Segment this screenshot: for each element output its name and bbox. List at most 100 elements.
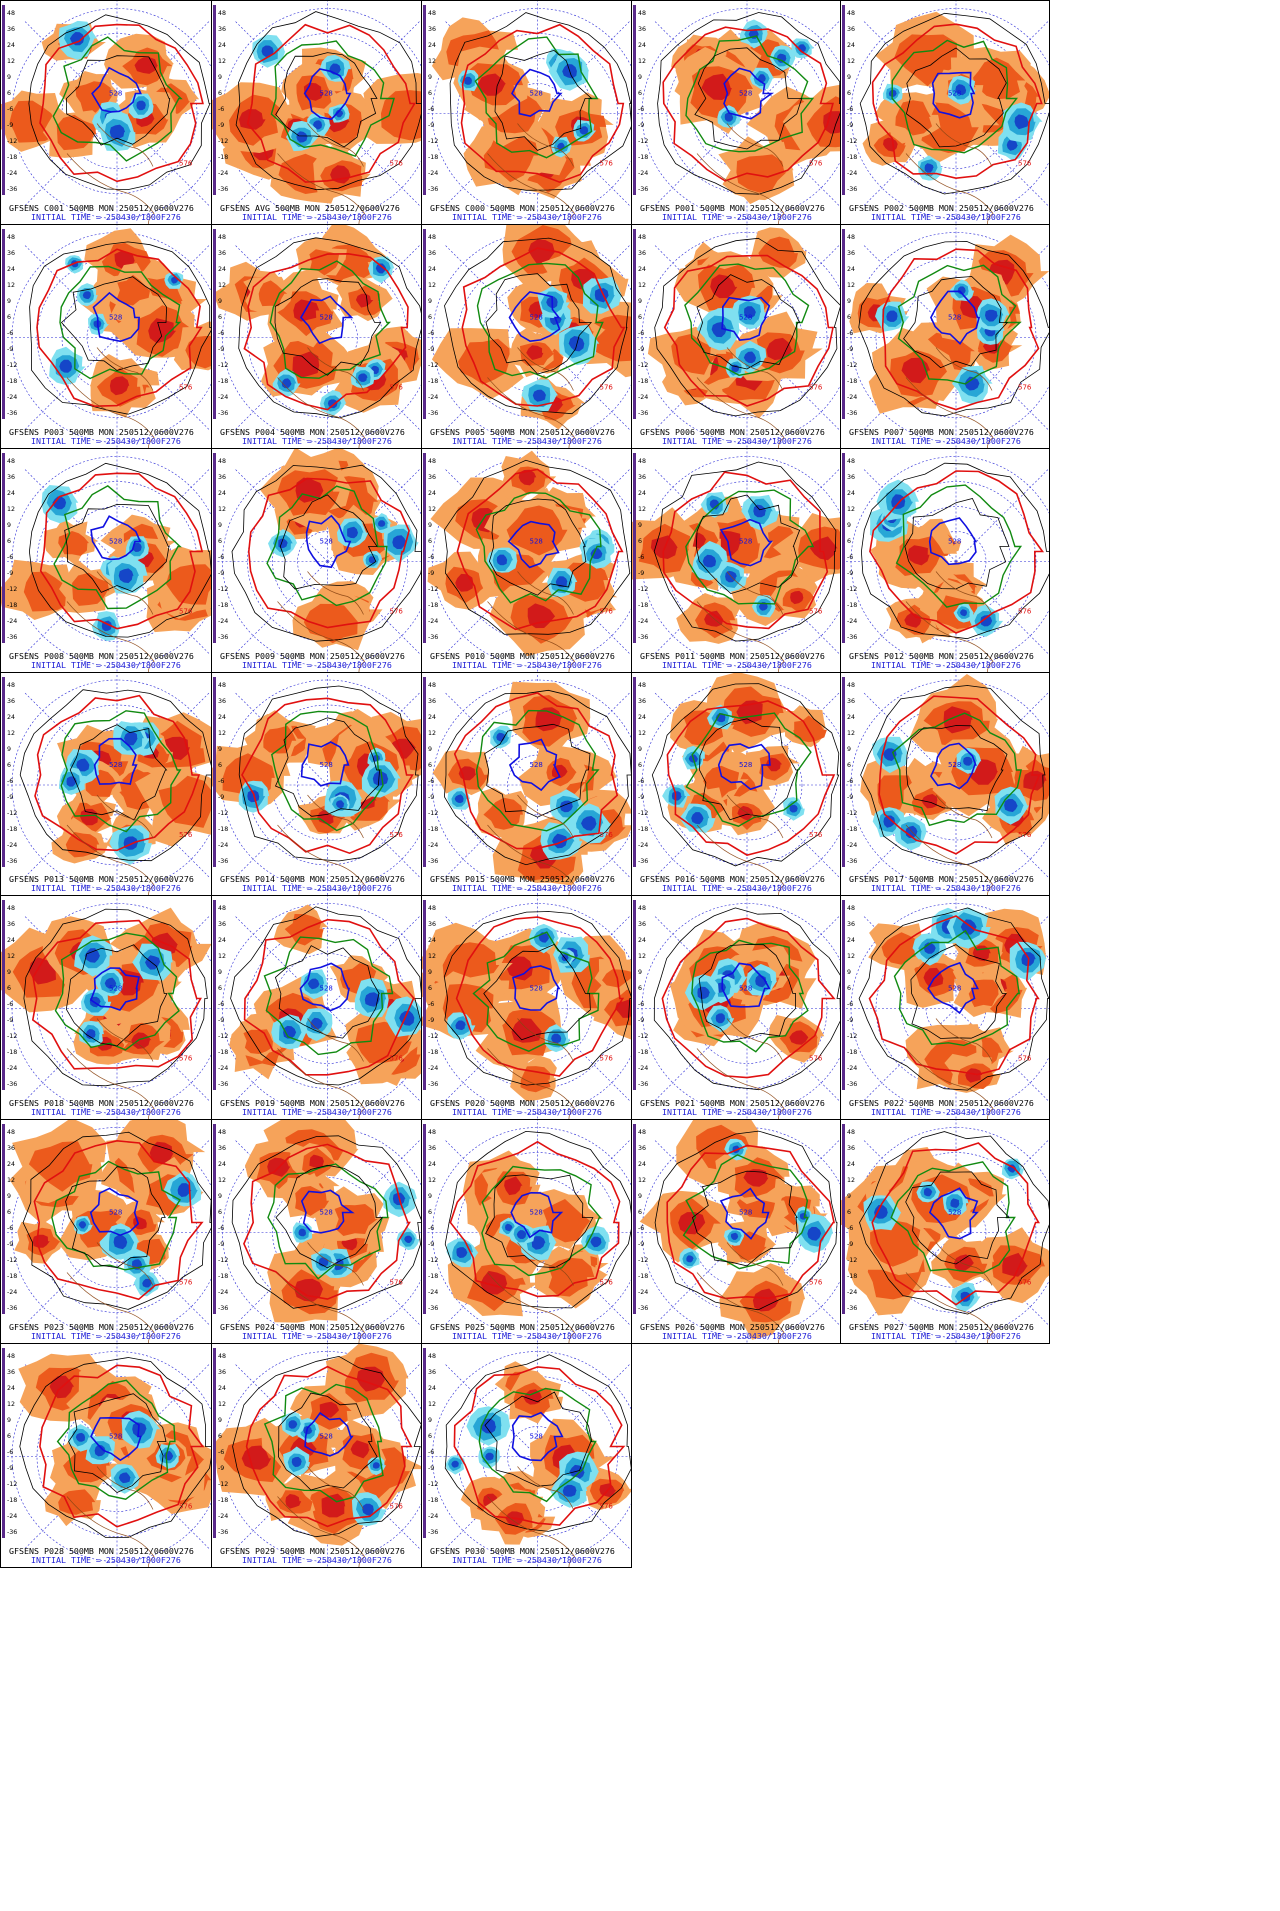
colorbar-tick-label: -6 <box>638 554 644 561</box>
height-contours <box>858 241 1049 417</box>
height-anomaly-map: 576 528 48 36 24 12 9 6 -6 -9 -12 -18 -24 -36 <box>632 673 840 895</box>
colorbar-tick-label: 24 <box>218 42 226 49</box>
colorbar-tick-label: -9 <box>7 1241 13 1248</box>
colorbar-tick-label: 9 <box>847 74 851 81</box>
colorbar-tick-label: -6 <box>218 1449 224 1456</box>
colorbar-tick-label: 48 <box>428 234 436 241</box>
colorbar: 48 36 24 12 9 6 -6 -9 -12 -18 -24 -36 <box>2 900 17 1090</box>
colorbar-tick-label: -18 <box>847 602 857 609</box>
colorbar-tick-label: -12 <box>428 138 438 145</box>
coastlines <box>66 571 155 672</box>
colorbar-tick-label: 24 <box>7 714 15 721</box>
colorbar-tick-label: 9 <box>638 746 642 753</box>
colorbar-tick-label: -36 <box>7 634 17 641</box>
contour-label: 576 <box>809 384 823 392</box>
colorbar-tick-label: -24 <box>847 842 857 849</box>
colorbar-tick-label: -24 <box>218 394 228 401</box>
colorbar-tick-label: -18 <box>847 1273 857 1280</box>
ensemble-member-panel: 576 528 48 36 24 12 9 6 -6 -9 -12 -18 -24 -36 GFSENS P… <box>0 448 212 673</box>
height-anomaly-map: 576 528 48 36 24 12 9 6 -6 -9 -12 -18 -24 -36 <box>1 225 211 448</box>
colorbar-tick-label: 12 <box>7 1401 15 1408</box>
contour-label: 576 <box>809 608 823 616</box>
colorbar-tick-label: -36 <box>847 634 857 641</box>
colorbar-tick-label: 48 <box>218 10 226 17</box>
contour-label: 528 <box>948 1209 961 1217</box>
colorbar-tick-label: -18 <box>7 378 17 385</box>
coastlines <box>277 571 365 672</box>
colorbar-tick-label: -18 <box>218 826 228 833</box>
colorbar-tick-label: 12 <box>428 1401 436 1408</box>
colorbar-tick-label: 48 <box>428 1129 436 1136</box>
colorbar-tick-label: -9 <box>7 794 13 801</box>
coastlines <box>487 794 575 895</box>
coastlines <box>487 1242 575 1343</box>
colorbar-tick-label: 12 <box>638 1177 646 1184</box>
colorbar-tick-label: 48 <box>428 1353 436 1360</box>
height-contours <box>230 906 421 1086</box>
contour-label: 576 <box>390 608 404 616</box>
contour-label: 576 <box>179 831 193 839</box>
colorbar-tick-label: 9 <box>428 1193 432 1200</box>
panel-caption: GFSENS P022 500MB MON 250512/0600V276 <box>849 1098 1034 1108</box>
colorbar-tick-label: 36 <box>638 26 646 33</box>
height-contours <box>653 461 837 642</box>
colorbar-tick-label: -12 <box>7 1481 17 1488</box>
colorbar-tick-label: -18 <box>218 1497 228 1504</box>
colorbar: 48 36 24 12 9 6 -6 -9 -12 -18 -24 -36 <box>213 229 228 419</box>
colorbar-tick-label: -24 <box>218 1513 228 1520</box>
colorbar: 48 36 24 12 9 6 -6 -9 -12 -18 -24 -36 <box>423 1348 438 1538</box>
colorbar-tick-label: -36 <box>638 634 648 641</box>
contour-label: 576 <box>1018 160 1032 168</box>
colorbar-tick-label: -36 <box>218 858 228 865</box>
positive-anomaly-shading <box>215 1344 421 1546</box>
panel-initial-time: INITIAL TIME = 250430/1800F276 <box>31 660 181 670</box>
colorbar-tick-label: -36 <box>218 186 228 193</box>
contour-label: 576 <box>600 160 614 168</box>
colorbar: 48 36 24 12 9 6 -6 -9 -12 -18 -24 -36 <box>633 5 648 195</box>
colorbar-tick-label: -24 <box>428 170 438 177</box>
colorbar-tick-label: -9 <box>218 346 224 353</box>
colorbar-tick-label: -18 <box>218 154 228 161</box>
coastlines <box>277 1466 365 1567</box>
colorbar: 48 36 24 12 9 6 -6 -9 -12 -18 -24 -36 <box>2 1124 17 1314</box>
panel-initial-time: INITIAL TIME = 250430/1800F276 <box>871 660 1021 670</box>
negative-anomaly-shading <box>446 1217 610 1268</box>
panel-initial-time: INITIAL TIME = 250430/1800F276 <box>242 660 392 670</box>
colorbar-tick-label: -24 <box>638 1289 648 1296</box>
negative-anomaly-shading <box>268 513 419 569</box>
height-contours <box>238 237 421 419</box>
colorbar-tick-label: -12 <box>218 1481 228 1488</box>
colorbar-tick-label: -6 <box>7 106 13 113</box>
panel-initial-time: INITIAL TIME = 250430/1800F276 <box>31 1331 181 1341</box>
negative-anomaly-shading <box>41 485 149 641</box>
colorbar-tick-label: 24 <box>7 490 15 497</box>
contour-label: 576 <box>1018 831 1032 839</box>
negative-anomaly-shading <box>912 907 1047 981</box>
contour-label: 576 <box>1018 1055 1032 1063</box>
colorbar-tick-label: 12 <box>428 58 436 65</box>
panel-caption: GFSENS P004 500MB MON 250512/0600V276 <box>220 427 405 437</box>
colorbar-tick-label: 9 <box>218 1417 222 1424</box>
ensemble-member-panel: 576 528 48 36 24 12 9 6 -6 -9 -12 -18 -24 -36 GFSENS P… <box>0 1343 212 1568</box>
colorbar-tick-label: 24 <box>428 1161 436 1168</box>
colorbar-tick-label: 36 <box>638 921 646 928</box>
colorbar-tick-label: -6 <box>638 106 644 113</box>
colorbar-tick-label: -36 <box>428 1081 438 1088</box>
height-contours <box>859 12 1049 195</box>
colorbar-tick-label: 9 <box>428 298 432 305</box>
colorbar-tick-label: -36 <box>218 410 228 417</box>
colorbar-tick-label: 12 <box>638 58 646 65</box>
colorbar-tick-label: 6 <box>638 90 642 97</box>
panel-initial-time: INITIAL TIME = 250430/1800F276 <box>662 1331 812 1341</box>
colorbar-tick-label: -18 <box>428 378 438 385</box>
colorbar-tick-label: -36 <box>847 186 857 193</box>
colorbar-tick-label: 12 <box>218 953 226 960</box>
ensemble-member-panel: 576 528 48 36 24 12 9 6 -6 -9 -12 -18 -24 -36 GFSENS P… <box>211 448 422 673</box>
height-anomaly-map: 576 528 48 36 24 12 9 6 -6 -9 -12 -18 -24 -36 <box>422 1 631 224</box>
ensemble-member-panel: 576 528 48 36 24 12 9 6 -6 -9 -12 -18 -24 -36 GFSENS P… <box>211 224 422 449</box>
colorbar-tick-label: 6 <box>638 985 642 992</box>
colorbar-tick-label: 6 <box>218 1209 222 1216</box>
colorbar: 48 36 24 12 9 6 -6 -9 -12 -18 -24 -36 <box>842 229 857 419</box>
colorbar-tick-label: -9 <box>638 1241 644 1248</box>
panel-caption: GFSENS P020 500MB MON 250512/0600V276 <box>430 1098 615 1108</box>
